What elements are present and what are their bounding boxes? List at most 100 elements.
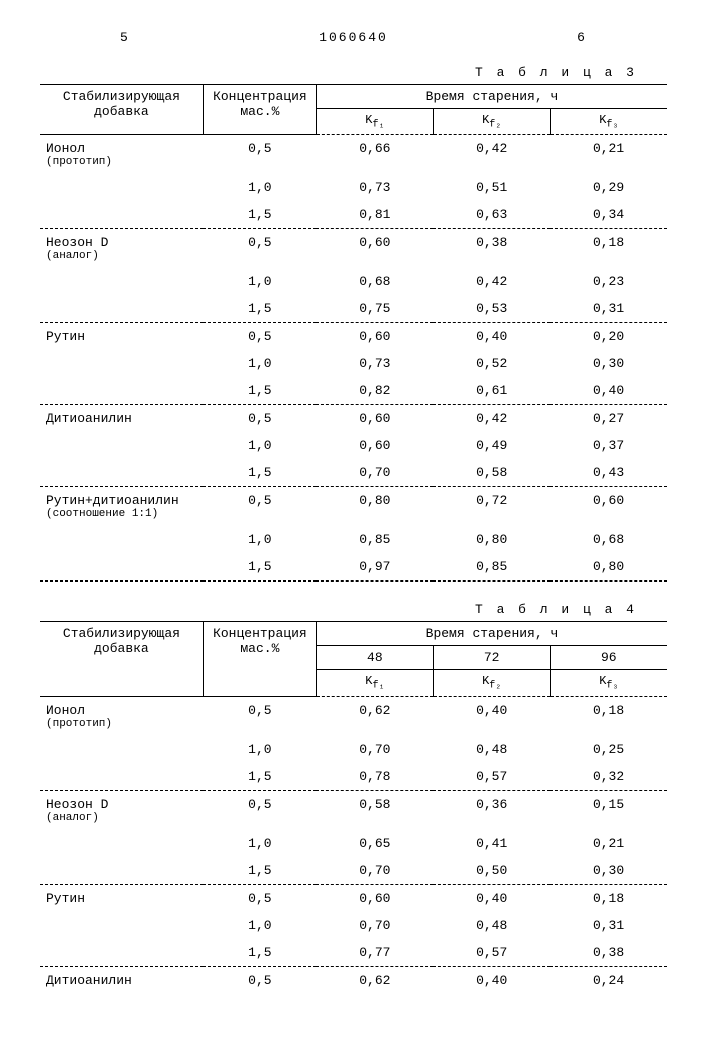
- value-cell: 0,5: [203, 885, 316, 912]
- value-cell: 0,24: [550, 967, 667, 994]
- value-cell: 0,58: [433, 459, 550, 487]
- value-cell: 0,34: [550, 201, 667, 229]
- value-cell: 0,38: [550, 939, 667, 967]
- value-cell: 0,5: [203, 487, 316, 526]
- additive-cell: [40, 553, 203, 581]
- value-cell: 0,5: [203, 405, 316, 432]
- value-cell: 1,0: [203, 736, 316, 763]
- value-cell: 1,0: [203, 526, 316, 553]
- value-cell: 1,5: [203, 553, 316, 581]
- header-right-num: 6: [577, 30, 587, 45]
- table-row: 1,50,820,610,40: [40, 377, 667, 405]
- value-cell: 0,75: [316, 295, 433, 323]
- header-left-num: 5: [120, 30, 130, 45]
- table-row: Неозон D(аналог)0,50,580,360,15: [40, 791, 667, 830]
- th4-kf2: Kf₂: [433, 670, 550, 696]
- value-cell: 0,57: [433, 939, 550, 967]
- additive-cell: Ионол(прототип): [40, 135, 203, 175]
- table-row: Дитиоанилин0,50,620,400,24: [40, 967, 667, 994]
- value-cell: 0,73: [316, 174, 433, 201]
- table-row: 1,50,780,570,32: [40, 763, 667, 791]
- value-cell: 0,66: [316, 135, 433, 175]
- value-cell: 1,5: [203, 377, 316, 405]
- additive-cell: [40, 268, 203, 295]
- table-row: 1,50,970,850,80: [40, 553, 667, 581]
- value-cell: 0,27: [550, 405, 667, 432]
- table-row: 1,50,700,500,30: [40, 857, 667, 885]
- value-cell: 0,60: [550, 487, 667, 526]
- value-cell: 0,18: [550, 229, 667, 268]
- value-cell: 0,68: [550, 526, 667, 553]
- value-cell: 1,5: [203, 939, 316, 967]
- additive-note: (соотношение 1:1): [46, 508, 197, 520]
- value-cell: 0,60: [316, 405, 433, 432]
- additive-note: (прототип): [46, 156, 197, 168]
- value-cell: 0,40: [433, 967, 550, 994]
- value-cell: 0,97: [316, 553, 433, 581]
- additive-cell: [40, 377, 203, 405]
- value-cell: 0,41: [433, 830, 550, 857]
- value-cell: 1,5: [203, 295, 316, 323]
- additive-cell: [40, 763, 203, 791]
- value-cell: 0,49: [433, 432, 550, 459]
- value-cell: 1,0: [203, 912, 316, 939]
- additive-cell: Неозон D(аналог): [40, 229, 203, 268]
- additive-cell: Ионол(прототип): [40, 696, 203, 736]
- value-cell: 0,21: [550, 830, 667, 857]
- value-cell: 0,68: [316, 268, 433, 295]
- additive-cell: [40, 201, 203, 229]
- value-cell: 0,15: [550, 791, 667, 830]
- table-row: 1,00,700,480,31: [40, 912, 667, 939]
- value-cell: 0,78: [316, 763, 433, 791]
- value-cell: 1,0: [203, 830, 316, 857]
- value-cell: 0,40: [433, 696, 550, 736]
- value-cell: 0,60: [316, 323, 433, 350]
- th-kf3: Kf₃: [550, 109, 667, 135]
- value-cell: 0,42: [433, 268, 550, 295]
- value-cell: 1,0: [203, 432, 316, 459]
- th4-conc: Концентрация мас.%: [203, 622, 316, 696]
- table4: Стабилизирующая добавка Концентрация мас…: [40, 621, 667, 993]
- table3-table: Стабилизирующая добавка Концентрация мас…: [40, 84, 667, 582]
- value-cell: 0,72: [433, 487, 550, 526]
- value-cell: 1,5: [203, 763, 316, 791]
- page-header: 5 1060640 6: [40, 30, 667, 45]
- value-cell: 0,53: [433, 295, 550, 323]
- table-row: 1,00,700,480,25: [40, 736, 667, 763]
- additive-cell: Неозон D(аналог): [40, 791, 203, 830]
- value-cell: 0,77: [316, 939, 433, 967]
- table-row: 1,00,730,520,30: [40, 350, 667, 377]
- value-cell: 0,30: [550, 350, 667, 377]
- th4-96: 96: [550, 646, 667, 670]
- table4-table: Стабилизирующая добавка Концентрация мас…: [40, 621, 667, 993]
- value-cell: 0,65: [316, 830, 433, 857]
- value-cell: 1,0: [203, 350, 316, 377]
- value-cell: 0,51: [433, 174, 550, 201]
- value-cell: 0,52: [433, 350, 550, 377]
- additive-cell: Дитиоанилин: [40, 967, 203, 994]
- value-cell: 1,5: [203, 857, 316, 885]
- additive-note: (прототип): [46, 718, 197, 730]
- value-cell: 0,42: [433, 405, 550, 432]
- value-cell: 0,58: [316, 791, 433, 830]
- th-kf1: Kf₁: [316, 109, 433, 135]
- value-cell: 0,40: [550, 377, 667, 405]
- table-row: 1,50,810,630,34: [40, 201, 667, 229]
- value-cell: 0,32: [550, 763, 667, 791]
- value-cell: 0,43: [550, 459, 667, 487]
- th-kf2: Kf₂: [433, 109, 550, 135]
- value-cell: 0,70: [316, 459, 433, 487]
- additive-cell: [40, 526, 203, 553]
- header-doc-num: 1060640: [319, 30, 388, 45]
- value-cell: 0,50: [433, 857, 550, 885]
- table-row: Рутин0,50,600,400,18: [40, 885, 667, 912]
- additive-cell: [40, 912, 203, 939]
- table-row: Рутин0,50,600,400,20: [40, 323, 667, 350]
- value-cell: 0,61: [433, 377, 550, 405]
- table-row: 1,00,680,420,23: [40, 268, 667, 295]
- value-cell: 0,48: [433, 736, 550, 763]
- table-row: Неозон D(аналог)0,50,600,380,18: [40, 229, 667, 268]
- value-cell: 0,18: [550, 696, 667, 736]
- value-cell: 0,70: [316, 736, 433, 763]
- additive-cell: [40, 174, 203, 201]
